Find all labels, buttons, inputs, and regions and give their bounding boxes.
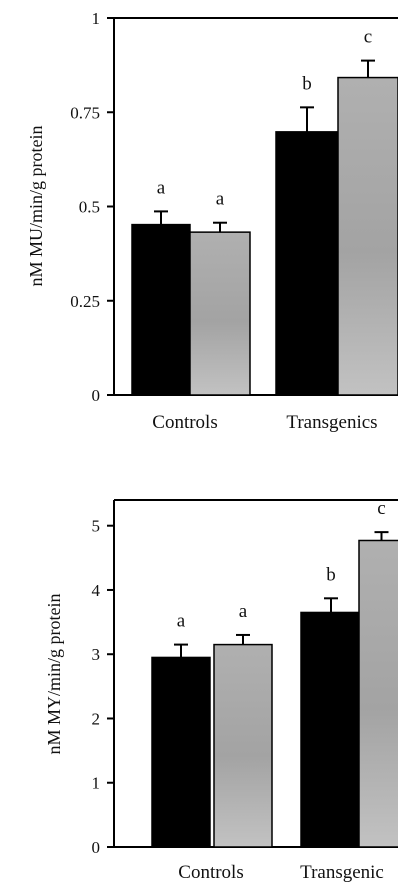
significance-letter: a <box>177 611 186 632</box>
y-tick-label: 0.75 <box>70 103 100 122</box>
significance-letter: b <box>326 564 336 585</box>
y-tick-label: 1 <box>92 774 101 793</box>
significance-letter: b <box>302 73 312 94</box>
y-tick-label: 1 <box>92 9 101 28</box>
bar-transgenic-series-1 <box>358 539 398 848</box>
significance-letter: a <box>157 177 166 198</box>
significance-letters: a a b c <box>177 498 386 631</box>
significance-letter: c <box>377 498 385 519</box>
bar-controls-series-0 <box>151 656 211 848</box>
significance-letter: a <box>216 189 225 210</box>
y-axis-title: nM MU/min/g protein <box>26 126 46 287</box>
category-label-controls: Controls <box>152 412 217 433</box>
y-tick-label: 0.25 <box>70 292 100 311</box>
y-tick-label: 0.5 <box>79 198 100 217</box>
category-labels: Controls Transgenics <box>152 412 377 433</box>
chart-panel-enzyme-my: nM MY/min/g protein 0 1 2 3 4 5 a a b c Controls… <box>44 498 398 883</box>
y-tick-label: 4 <box>92 581 101 600</box>
bar-transgenic-series-0 <box>300 611 362 848</box>
bar-transgenics-series-0 <box>275 131 339 396</box>
y-axis-title: nM MY/min/g protein <box>44 594 64 755</box>
y-tick-label: 0 <box>92 838 101 857</box>
category-label-transgenic: Transgenic <box>300 862 384 883</box>
y-tick-label: 0 <box>92 386 101 405</box>
category-label-controls: Controls <box>178 862 243 883</box>
significance-letters: a a b c <box>157 27 372 210</box>
bars <box>151 539 398 848</box>
bar-transgenics-series-1 <box>337 76 398 396</box>
y-ticks: 0 1 2 3 4 5 <box>92 517 114 857</box>
y-ticks: 0 0.25 0.5 0.75 1 <box>70 9 114 405</box>
significance-letter: c <box>364 27 372 48</box>
y-tick-label: 5 <box>92 517 101 536</box>
chart-panel-enzyme-mu: nM MU/min/g protein 0 0.25 0.5 0.75 1 a a b c C… <box>26 9 398 433</box>
error-bars <box>154 59 375 233</box>
bar-controls-series-0 <box>131 223 191 396</box>
bars <box>131 76 398 396</box>
error-bars <box>174 531 389 658</box>
y-tick-label: 2 <box>92 709 101 728</box>
y-tick-label: 3 <box>92 645 101 664</box>
category-labels: Controls Transgenic <box>178 862 384 883</box>
significance-letter: a <box>239 601 248 622</box>
bar-controls-series-1 <box>189 231 251 396</box>
category-label-transgenics: Transgenics <box>286 412 377 433</box>
bar-controls-series-1 <box>213 643 273 848</box>
